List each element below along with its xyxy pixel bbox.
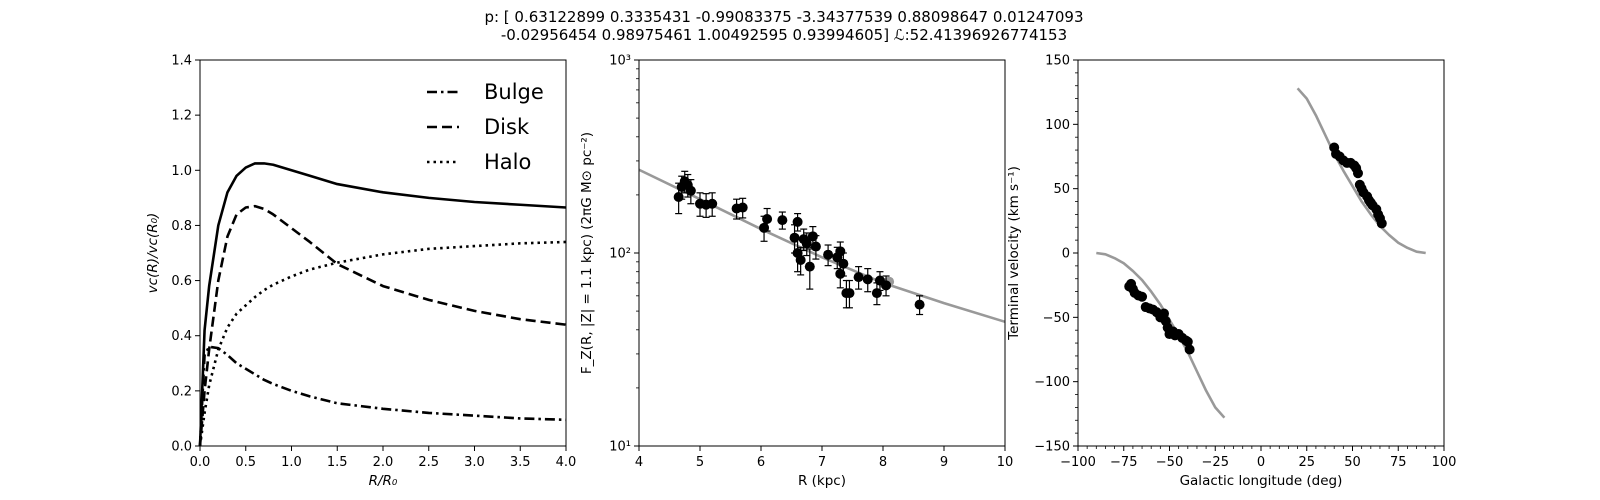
p2-ytick-label: 10² bbox=[609, 247, 631, 262]
panel1-xlabel: R/R₀ bbox=[369, 473, 398, 489]
data-point bbox=[801, 238, 812, 249]
p3-ytick-label: 0 bbox=[1062, 247, 1070, 262]
p3-ytick-label: 150 bbox=[1045, 54, 1070, 69]
curve-total bbox=[198, 162, 567, 447]
legend-label-bulge: Bulge bbox=[484, 80, 544, 104]
title-line-1: p: [ 0.63122899 0.3335431 -0.99083375 -3… bbox=[484, 8, 1083, 26]
p1-xtick-label: 3.0 bbox=[464, 455, 485, 470]
p2-ytick-label: 10¹ bbox=[609, 440, 631, 455]
panel1-ticks: 0.0 0.5 1.0 1.5 2.0 2.5 3.0 3.5 4.0 0.0 0.2 0.4 0.6 0… bbox=[171, 54, 576, 471]
data-point bbox=[762, 214, 773, 225]
data-point bbox=[844, 288, 855, 299]
p3-ytick-label: 50 bbox=[1053, 182, 1070, 197]
p1-xtick-label: 2.5 bbox=[418, 455, 439, 470]
p1-xtick-label: 4.0 bbox=[556, 455, 577, 470]
p3-ytick-label: −50 bbox=[1043, 311, 1070, 326]
curve-halo bbox=[198, 240, 567, 447]
p2-xtick-label: 10 bbox=[997, 455, 1014, 470]
vertical-force-data bbox=[638, 168, 1006, 324]
model-curve-left bbox=[1096, 251, 1226, 419]
legend-label-disk: Disk bbox=[484, 115, 530, 139]
p1-ytick-label: 0.0 bbox=[171, 440, 192, 455]
data-point bbox=[777, 215, 788, 226]
rotation-curves bbox=[198, 162, 567, 447]
p2-xtick-label: 5 bbox=[696, 455, 704, 470]
data-point bbox=[823, 249, 834, 260]
p1-ytick-label: 1.0 bbox=[171, 164, 192, 179]
curve-bulge bbox=[198, 345, 567, 447]
data-point bbox=[881, 280, 892, 291]
p3-xtick-label: −100 bbox=[1060, 455, 1096, 470]
p3-xtick-label: 75 bbox=[1390, 455, 1407, 470]
p3-xtick-label: −75 bbox=[1110, 455, 1137, 470]
p3-ytick-label: −150 bbox=[1034, 440, 1070, 455]
p2-xtick-label: 6 bbox=[757, 455, 765, 470]
data-point bbox=[862, 274, 873, 285]
rotation-curve-panel: 0.0 0.5 1.0 1.5 2.0 2.5 3.0 3.5 4.0 0.0 0.2 0.4 0.6 0… bbox=[145, 54, 576, 490]
p1-xtick-label: 3.5 bbox=[510, 455, 531, 470]
p3-xtick-label: 50 bbox=[1344, 455, 1361, 470]
p1-xtick-label: 0.5 bbox=[235, 455, 256, 470]
panel3-ticks: −100 −75 −50 −25 0 25 50 75 100−150−100−50050100… bbox=[1034, 54, 1456, 471]
p3-ytick-label: −100 bbox=[1034, 375, 1070, 390]
data-point bbox=[853, 272, 864, 283]
p2-xtick-label: 8 bbox=[879, 455, 887, 470]
p1-ytick-label: 0.8 bbox=[171, 219, 192, 234]
p1-xtick-label: 1.0 bbox=[281, 455, 302, 470]
p1-xtick-label: 2.0 bbox=[373, 455, 394, 470]
terminal-velocity-data bbox=[1096, 87, 1426, 419]
data-point bbox=[737, 202, 748, 213]
p2-xtick-label: 9 bbox=[940, 455, 948, 470]
terminal-velocity-point bbox=[1376, 218, 1387, 229]
legend-label-halo: Halo bbox=[484, 150, 531, 174]
panel2-xlabel: R (kpc) bbox=[798, 473, 846, 489]
model-curve-right bbox=[1296, 87, 1426, 255]
p1-ytick-label: 0.2 bbox=[171, 384, 192, 399]
p2-xtick-label: 4 bbox=[635, 455, 643, 470]
p1-ytick-label: 0.4 bbox=[171, 329, 192, 344]
panel3-xlabel: Galactic longitude (deg) bbox=[1180, 473, 1343, 489]
terminal-velocity-point bbox=[1352, 168, 1363, 179]
data-point bbox=[804, 261, 815, 272]
panel2-ylabel: F_Z(R, |Z| = 1.1 kpc) (2πG M⊙ pc⁻²) bbox=[579, 132, 595, 374]
p1-xtick-label: 0.0 bbox=[190, 455, 211, 470]
p2-xtick-label: 7 bbox=[818, 455, 826, 470]
p3-xtick-label: 0 bbox=[1257, 455, 1265, 470]
terminal-velocity-point bbox=[1137, 291, 1148, 302]
panel2-ticks: 4 5 6 7 8 9 10 10¹ 10² 10³ bbox=[609, 54, 1013, 471]
p1-ytick-label: 1.4 bbox=[171, 54, 192, 69]
p3-xtick-label: 100 bbox=[1432, 455, 1457, 470]
panel3-frame bbox=[1077, 59, 1445, 447]
p3-xtick-label: 25 bbox=[1298, 455, 1315, 470]
p1-ytick-label: 1.2 bbox=[171, 109, 192, 124]
vertical-force-panel: 4 5 6 7 8 9 10 10¹ 10² 10³ R (kpc) F_Z(R, |Z| = 1… bbox=[579, 54, 1013, 490]
p3-xtick-label: −25 bbox=[1202, 455, 1229, 470]
panel1-ylabel: vᴄ(R)/vᴄ(R₀) bbox=[145, 213, 161, 294]
legend: Bulge Disk Halo bbox=[427, 80, 544, 174]
terminal-velocity-point bbox=[1182, 336, 1193, 347]
data-point bbox=[838, 258, 849, 269]
data-point bbox=[795, 254, 806, 265]
p1-xtick-label: 1.5 bbox=[327, 455, 348, 470]
p1-ytick-label: 0.6 bbox=[171, 274, 192, 289]
terminal-velocity-panel: −100 −75 −50 −25 0 25 50 75 100−150−100−50050100… bbox=[1006, 54, 1456, 490]
panel3-ylabel: Terminal velocity (km s⁻¹) bbox=[1006, 166, 1022, 341]
data-point bbox=[685, 185, 696, 196]
curve-disk bbox=[198, 204, 567, 447]
terminal-velocity-point bbox=[1184, 344, 1195, 355]
terminal-velocity-point bbox=[1159, 308, 1170, 319]
data-point bbox=[707, 198, 718, 209]
p3-xtick-label: −50 bbox=[1156, 455, 1183, 470]
panel2-frame bbox=[638, 59, 1006, 447]
title-line-2: -0.02956454 0.98975461 1.00492595 0.9399… bbox=[501, 26, 1067, 44]
p2-ytick-label: 10³ bbox=[609, 54, 631, 69]
data-point bbox=[914, 299, 925, 310]
data-point bbox=[792, 216, 803, 227]
data-point bbox=[810, 241, 821, 252]
p3-ytick-label: 100 bbox=[1045, 118, 1070, 133]
